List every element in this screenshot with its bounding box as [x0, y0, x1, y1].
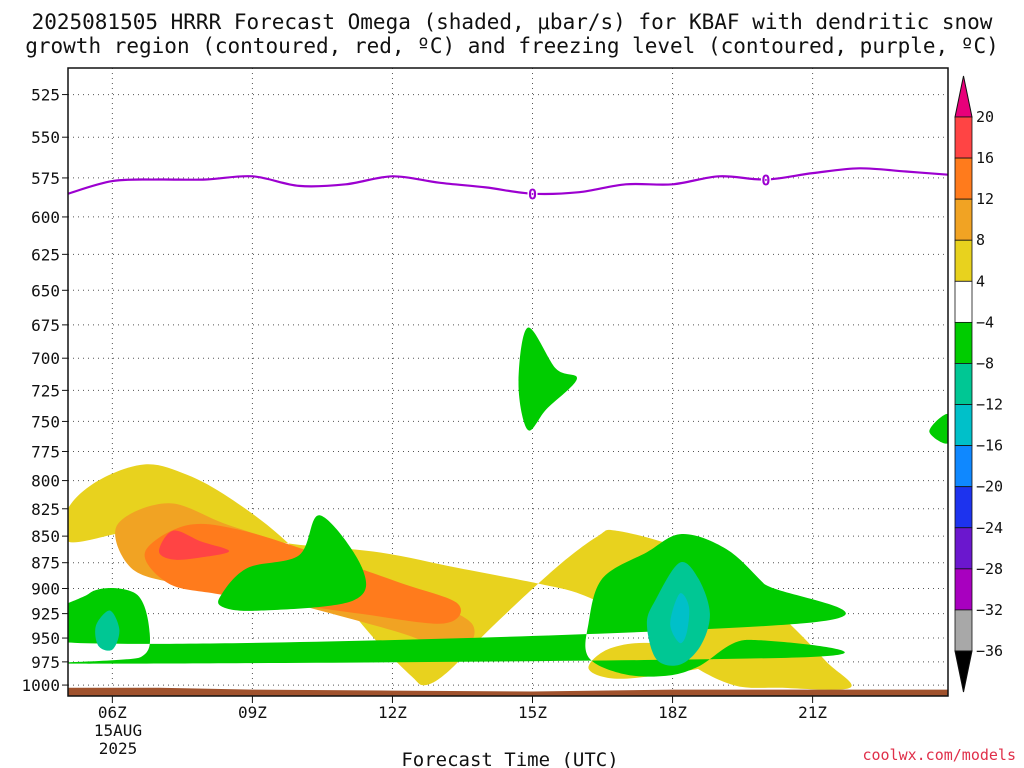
- colorbar-band: [954, 239, 973, 282]
- colorbar-band: [954, 198, 973, 241]
- x-tick-label-21Z: 21Z: [798, 703, 827, 722]
- y-tick-label-750: 750: [31, 412, 60, 431]
- omega-region-5: [159, 530, 230, 560]
- terrain: [68, 687, 948, 696]
- freezing-level-line: [68, 167, 948, 196]
- colorbar: 20 16 12 8 4 −4 −8 −12 −16 −20 −24 −28 −32 −36: [954, 75, 1003, 693]
- omega-region-8: [518, 327, 578, 431]
- x-tick-label-12Z: 12Z: [378, 703, 407, 722]
- y-tick-label-575: 575: [31, 169, 60, 188]
- chart-title-line-2: growth region (contoured, red, ºC) and f…: [25, 34, 999, 58]
- colorbar-band: [954, 363, 973, 405]
- colorbar-label: −24: [976, 519, 1003, 537]
- y-tick-label-550: 550: [31, 128, 60, 147]
- omega-region-12: [95, 610, 120, 651]
- y-tick-label-875: 875: [31, 554, 60, 573]
- omega-region-9: [68, 533, 846, 677]
- y-tick-label-925: 925: [31, 605, 60, 624]
- x-axis-ticks: 06Z 09Z 12Z 15Z 18Z 21Z: [98, 696, 827, 722]
- colorbar-label: −28: [976, 560, 1003, 578]
- colorbar-label: 12: [976, 190, 994, 208]
- colorbar-label: −4: [976, 313, 994, 331]
- colorbar-label: 8: [976, 231, 985, 249]
- freezing-label-bg: [760, 171, 771, 188]
- colorbar-label: −16: [976, 437, 1003, 455]
- y-tick-label-650: 650: [31, 281, 60, 300]
- y-tick-label-725: 725: [31, 381, 60, 400]
- colorbar-label: −36: [976, 642, 1003, 660]
- y-tick-label-625: 625: [31, 245, 60, 264]
- colorbar-bottom-triangle: [954, 650, 973, 693]
- y-tick-label-950: 950: [31, 629, 60, 648]
- y-tick-label-675: 675: [31, 316, 60, 335]
- plot-frame: [67, 67, 949, 697]
- colorbar-band: [954, 568, 973, 611]
- freezing-label-bg: [527, 185, 538, 202]
- chart-title-line-1: 2025081505 HRRR Forecast Omega (shaded, …: [32, 10, 993, 34]
- x-tick-label-09Z: 09Z: [238, 703, 267, 722]
- colorbar-band: [954, 321, 973, 364]
- colorbar-label: 4: [976, 272, 985, 290]
- y-tick-label-975: 975: [31, 653, 60, 672]
- colorbar-label: −20: [976, 478, 1003, 496]
- omega-region-10: [929, 414, 948, 444]
- credit-text: coolwx.com/models: [862, 746, 1016, 764]
- omega-region-13: [670, 593, 690, 644]
- y-tick-label-600: 600: [31, 208, 60, 227]
- x-tick-label-18Z: 18Z: [658, 703, 687, 722]
- colorbar-label: 20: [976, 108, 994, 126]
- omega-shading: [68, 327, 948, 690]
- y-tick-label-800: 800: [31, 472, 60, 491]
- x-tick-label-06Z: 06Z: [98, 703, 127, 722]
- y-tick-label-850: 850: [31, 527, 60, 546]
- y-axis-ticks: 525 550 575 600 625 650 675 700 725 750 775 800 825 8…: [21, 86, 68, 695]
- omega-region-6: [218, 515, 367, 611]
- x-axis-label: Forecast Time (UTC): [401, 749, 618, 768]
- y-tick-label-825: 825: [31, 500, 60, 519]
- colorbar-band: [954, 609, 973, 652]
- colorbar-band: [954, 280, 973, 323]
- colorbar-label: −32: [976, 601, 1003, 619]
- colorbar-label: −12: [976, 396, 1003, 414]
- terrain-fill: [68, 687, 948, 696]
- x-tick-label-15Z: 15Z: [518, 703, 547, 722]
- x-date-label-year: 2025: [99, 739, 138, 758]
- y-tick-label-1000: 1000: [21, 676, 60, 695]
- y-tick-label-900: 900: [31, 580, 60, 599]
- colorbar-label: 16: [976, 149, 994, 167]
- colorbar-label: −8: [976, 354, 994, 372]
- y-tick-label-775: 775: [31, 442, 60, 461]
- colorbar-top-triangle: [954, 75, 973, 118]
- colorbar-band: [954, 445, 973, 488]
- x-date-label-day: 15AUG: [94, 721, 142, 740]
- freezing-level-contour-label: 0: [528, 186, 537, 204]
- colorbar-band: [954, 527, 973, 570]
- y-tick-label-700: 700: [31, 349, 60, 368]
- colorbar-band: [954, 486, 973, 529]
- y-tick-label-525: 525: [31, 86, 60, 105]
- freezing-level: 00: [68, 167, 948, 204]
- colorbar-band: [954, 157, 973, 200]
- colorbar-band: [954, 404, 973, 447]
- colorbar-band: [954, 116, 973, 159]
- freezing-level-contour-label: 0: [761, 172, 770, 190]
